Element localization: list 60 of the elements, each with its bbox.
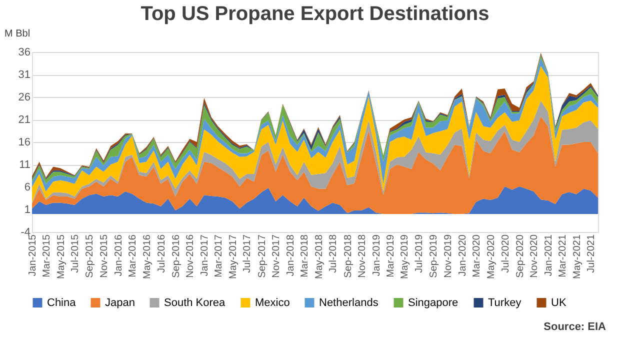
x-tick-label: Mar-2015 xyxy=(41,234,52,278)
legend-label: Mexico xyxy=(255,296,290,309)
x-tick-label: Jan-2021 xyxy=(544,234,555,276)
x-tick-label: Jan-2019 xyxy=(371,234,382,276)
x-tick-label: Mar-2020 xyxy=(472,234,483,278)
x-tick-label: May-2017 xyxy=(228,234,239,279)
x-tick-label: Nov-2018 xyxy=(357,234,368,278)
y-tick-label: 11 xyxy=(19,159,30,171)
x-tick-label: Jul-2021 xyxy=(586,234,598,273)
x-tick-label: Nov-2016 xyxy=(185,234,196,278)
x-tick-label: May-2021 xyxy=(572,234,583,279)
x-tick-label: Mar-2017 xyxy=(214,234,224,278)
x-tick-label: Sep-2015 xyxy=(84,234,96,278)
legend-label: Netherlands xyxy=(319,296,379,309)
y-tick-label: 16 xyxy=(18,136,30,148)
x-tick-label: May-2018 xyxy=(314,234,325,279)
x-tick-label: Nov-2017 xyxy=(271,234,282,278)
source-note: Source: EIA xyxy=(544,321,606,333)
x-tick-label: May-2016 xyxy=(142,234,153,279)
x-tick-label: Nov-2019 xyxy=(443,234,454,278)
y-tick-label: 1 xyxy=(24,204,30,216)
x-tick-label: Mar-2016 xyxy=(128,234,139,278)
x-tick-label: Jul-2017 xyxy=(242,234,254,273)
x-tick-label: Jan-2020 xyxy=(457,234,468,276)
x-tick-label: Mar-2018 xyxy=(299,234,310,278)
x-tick-label: Sep-2018 xyxy=(342,234,354,278)
x-tick-label: Mar-2021 xyxy=(557,234,568,278)
y-tick-label: 31 xyxy=(18,69,30,81)
y-tick-label: 36 xyxy=(18,46,30,58)
x-tick-label: Jan-2018 xyxy=(286,234,297,276)
x-tick-label: May-2020 xyxy=(486,234,497,279)
legend-label: China xyxy=(47,296,77,309)
x-tick-label: Jul-2018 xyxy=(328,234,340,273)
x-tick-label: Jul-2016 xyxy=(156,234,168,273)
x-tick-label: Jul-2020 xyxy=(500,234,512,273)
chart-title: Top US Propane Export Destinations xyxy=(140,3,490,25)
y-tick-label: -4 xyxy=(20,226,30,238)
x-tick-label: Sep-2017 xyxy=(256,234,268,278)
y-tick-label: 26 xyxy=(18,92,30,104)
legend-label: Singapore xyxy=(408,296,458,309)
legend-label: UK xyxy=(551,296,567,309)
x-tick-label: Mar-2019 xyxy=(385,234,396,278)
x-tick-label: Jan-2017 xyxy=(200,234,211,276)
y-tick-label: 21 xyxy=(18,114,30,126)
x-tick-label: May-2019 xyxy=(400,234,411,279)
x-tick-label: Nov-2015 xyxy=(99,234,110,278)
x-tick-label: Nov-2020 xyxy=(529,234,540,278)
legend-label: Japan xyxy=(105,296,135,309)
x-tick-label: May-2015 xyxy=(56,234,67,279)
x-tick-label: Jan-2015 xyxy=(28,234,38,276)
x-tick-label: Sep-2016 xyxy=(170,234,182,278)
x-tick-label: Jul-2019 xyxy=(414,234,426,273)
y-tick-label: 6 xyxy=(24,182,30,194)
x-tick-label: Jul-2015 xyxy=(70,234,82,273)
legend-label: South Korea xyxy=(164,296,226,309)
x-tick-label: Jan-2016 xyxy=(113,234,124,276)
x-tick-label: Sep-2019 xyxy=(428,234,440,278)
x-tick-label: Sep-2020 xyxy=(514,234,526,278)
y-axis-title: M Bbl xyxy=(4,28,30,40)
legend-label: Turkey xyxy=(488,296,522,309)
